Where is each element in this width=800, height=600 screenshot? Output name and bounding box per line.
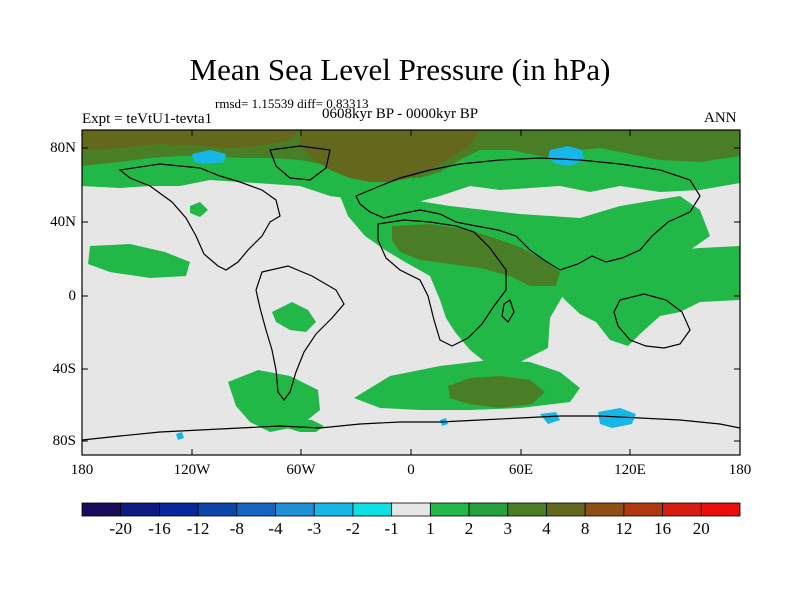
- colorbar-box: [662, 502, 702, 517]
- lon-tick-0: 0: [407, 462, 415, 478]
- africa-coastline: [377, 219, 507, 347]
- siberia-blue-patch: [548, 146, 584, 166]
- colorbar-label: 2: [464, 519, 474, 538]
- colorbar-box: [700, 502, 741, 517]
- colorbar-box: [197, 502, 238, 517]
- south-atlantic-high: [448, 376, 545, 408]
- eurasia-coastline: [355, 157, 701, 271]
- madagascar-coastline: [501, 299, 515, 323]
- colorbar-box: [352, 502, 393, 517]
- south-america-coastline: [255, 265, 345, 401]
- colorbar-box: [236, 502, 276, 517]
- colorbar-label: 12: [615, 519, 633, 538]
- lon-tick-60w: 60W: [286, 462, 316, 478]
- lat-tick-80s: 80S: [52, 433, 76, 449]
- antarctic-blue-patch-1: [598, 408, 636, 428]
- map-title: Mean Sea Level Pressure (in hPa): [189, 52, 611, 87]
- colorbar-box: [546, 502, 586, 517]
- colorbar-box: [81, 502, 122, 517]
- colorbar-label: 16: [654, 519, 672, 538]
- colorbar-box: [275, 502, 315, 517]
- colorbar-box: [429, 502, 470, 517]
- colorbar-box: [120, 502, 160, 517]
- map-canvas: [82, 130, 740, 455]
- colorbar-label: 4: [542, 519, 551, 538]
- colorbar-box: [507, 502, 547, 517]
- season-label: ANN: [704, 110, 737, 126]
- experiment-label: Expt = teVtU1-tevta1: [82, 111, 213, 127]
- lat-tick-0: 0: [68, 288, 77, 304]
- pacific-patch: [88, 244, 190, 278]
- colorbar-label: -20: [109, 519, 133, 538]
- colorbar-box: [584, 502, 625, 517]
- antarctic-blue-patch-2: [540, 412, 560, 424]
- lat-tick-80n: 80N: [50, 140, 76, 156]
- lat-tick-40n: 40N: [50, 214, 76, 230]
- antarctic-blue-patch-4: [176, 432, 184, 440]
- lon-tick-120w: 120W: [173, 462, 211, 478]
- small-patch-1: [190, 202, 208, 217]
- southern-ocean-patch: [228, 370, 320, 432]
- colorbar-box: [468, 502, 509, 517]
- axis-ticks: [81, 130, 741, 455]
- lat-tick-40s: 40S: [52, 361, 76, 377]
- australia-coastline: [613, 293, 691, 349]
- greenland-coastline: [269, 145, 331, 181]
- colorbar: [81, 502, 741, 517]
- colorbar-label: -2: [345, 519, 361, 538]
- lon-tick-180-left: 180: [70, 462, 94, 478]
- period-text: 0608kyr BP - 0000kyr BP: [322, 106, 479, 122]
- colorbar-box: [313, 502, 354, 517]
- north-america-coastline: [118, 163, 281, 271]
- colorbar-box: [391, 502, 431, 517]
- colorbar-box: [623, 502, 663, 517]
- east-pacific-patch: [540, 246, 740, 346]
- lon-tick-60e: 60E: [508, 462, 534, 478]
- lon-tick-120e: 120E: [614, 462, 646, 478]
- colorbar-label: -4: [268, 519, 283, 538]
- colorbar-box: [159, 502, 199, 517]
- north-africa-region: [392, 224, 560, 286]
- colorbar-label: -12: [186, 519, 210, 538]
- negative-2-3-regions: [176, 146, 636, 440]
- europe-brown-region: [300, 130, 480, 182]
- colorbar-label: -8: [229, 519, 244, 538]
- positive-4-8-regions: [82, 130, 480, 182]
- antarctic-patch: [280, 420, 324, 432]
- lon-tick-180-right: 180: [728, 462, 752, 478]
- colorbar-label: 20: [692, 519, 710, 538]
- colorbar-label: -1: [384, 519, 399, 538]
- colorbar-label: -16: [148, 519, 171, 538]
- south-america-patch: [272, 302, 316, 332]
- arctic-brown-band: [82, 130, 300, 150]
- antarctica-coastline: [82, 415, 740, 441]
- colorbar-label: -3: [307, 519, 322, 538]
- colorbar-label: 3: [503, 519, 513, 538]
- stats-text: rmsd= 1.15539 diff= 0.83313: [215, 96, 369, 111]
- colorbar-label: 8: [580, 519, 590, 538]
- coastlines: [82, 145, 740, 441]
- greenland-blue-patch: [192, 150, 226, 164]
- colorbar-label: 1: [426, 519, 435, 538]
